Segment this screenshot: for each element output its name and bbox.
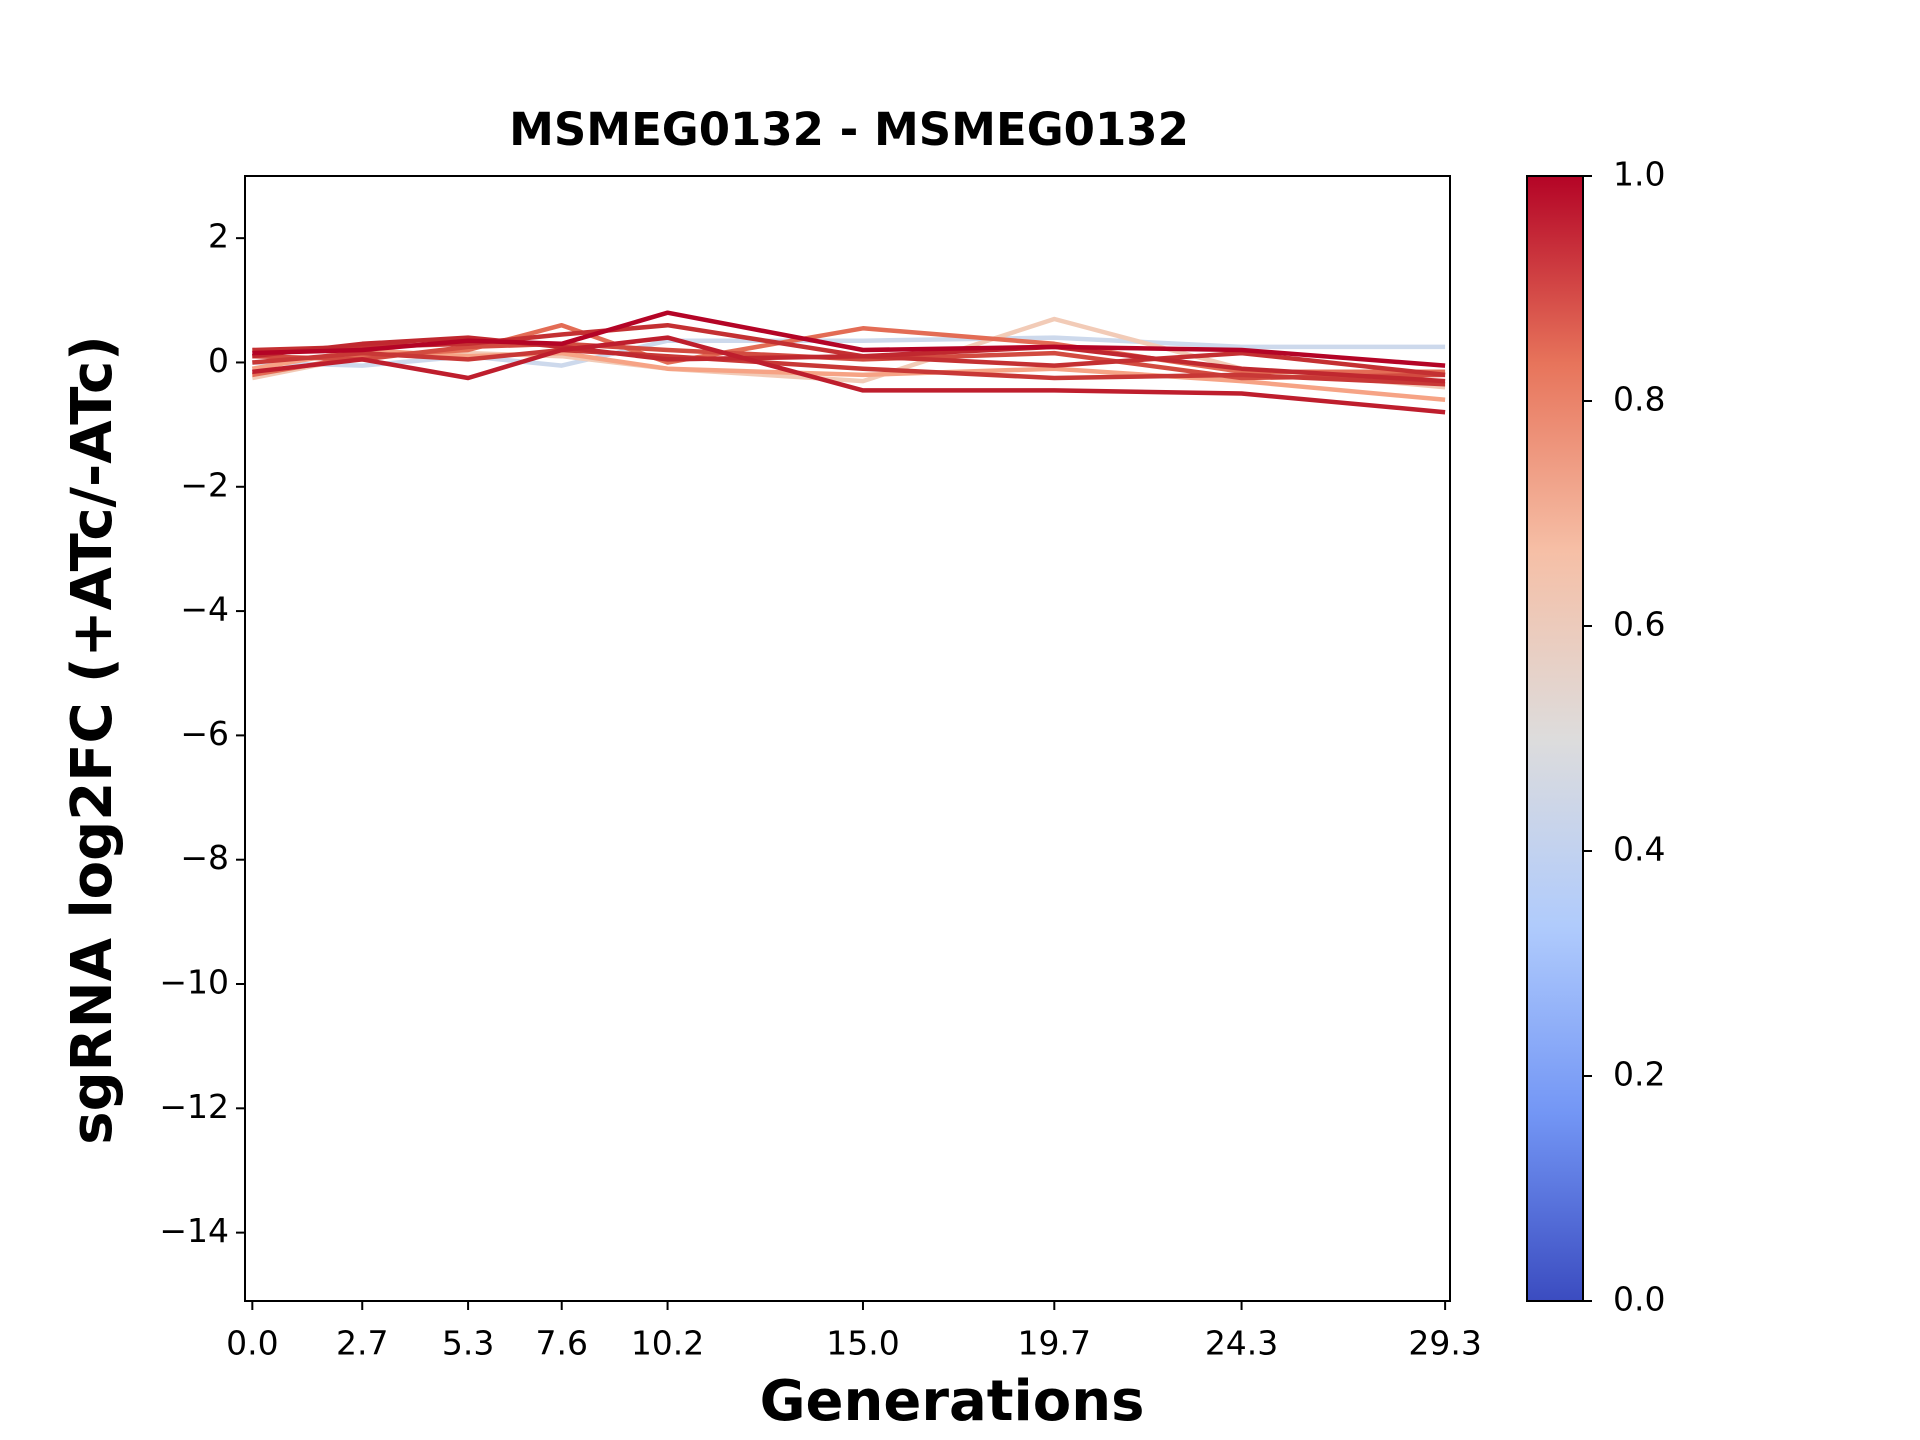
y-tick-label: 2: [208, 217, 229, 256]
x-tick-label: 10.2: [631, 1324, 704, 1363]
data-line: [252, 310, 1446, 368]
y-axis-label: sgRNA log2FC (+ATc/-ATc): [60, 335, 125, 1145]
data-line: [252, 335, 1446, 368]
x-tick-label: 15.0: [826, 1324, 899, 1363]
x-tick-label: 29.3: [1408, 1324, 1481, 1363]
y-tick-label: −10: [159, 963, 229, 1002]
data-line: [252, 335, 1446, 384]
y-tick-label: 0: [208, 341, 229, 380]
y-tick-label: −2: [180, 465, 229, 504]
x-tick-label: 2.7: [336, 1324, 388, 1363]
colorbar-tick-label: 1.0: [1613, 155, 1665, 194]
colorbar-tick-label: 0.6: [1613, 605, 1665, 644]
y-tick-label: −12: [159, 1087, 229, 1126]
y-tick-label: −4: [180, 590, 229, 629]
y-tick-label: −14: [159, 1211, 229, 1250]
x-tick-label: 7.6: [535, 1324, 587, 1363]
colorbar-tick-label: 0.4: [1613, 830, 1665, 869]
chart-title: MSMEG0132 - MSMEG0132: [509, 103, 1189, 156]
plot-frame: [244, 175, 1451, 1302]
x-tick-label: 0.0: [226, 1324, 278, 1363]
x-tick-label: 5.3: [442, 1324, 494, 1363]
x-axis-label: Generations: [760, 1369, 1145, 1434]
x-tick-label: 24.3: [1205, 1324, 1278, 1363]
colorbar: [1526, 175, 1584, 1302]
data-line: [252, 335, 1446, 415]
y-tick-label: −8: [180, 838, 229, 877]
colorbar-tick-label: 0.8: [1613, 380, 1665, 419]
colorbar-tick-label: 0.2: [1613, 1055, 1665, 1094]
colorbar-tick-label: 0.0: [1613, 1280, 1665, 1319]
y-tick-label: −6: [180, 714, 229, 753]
x-tick-label: 19.7: [1018, 1324, 1091, 1363]
data-line: [252, 347, 1446, 387]
